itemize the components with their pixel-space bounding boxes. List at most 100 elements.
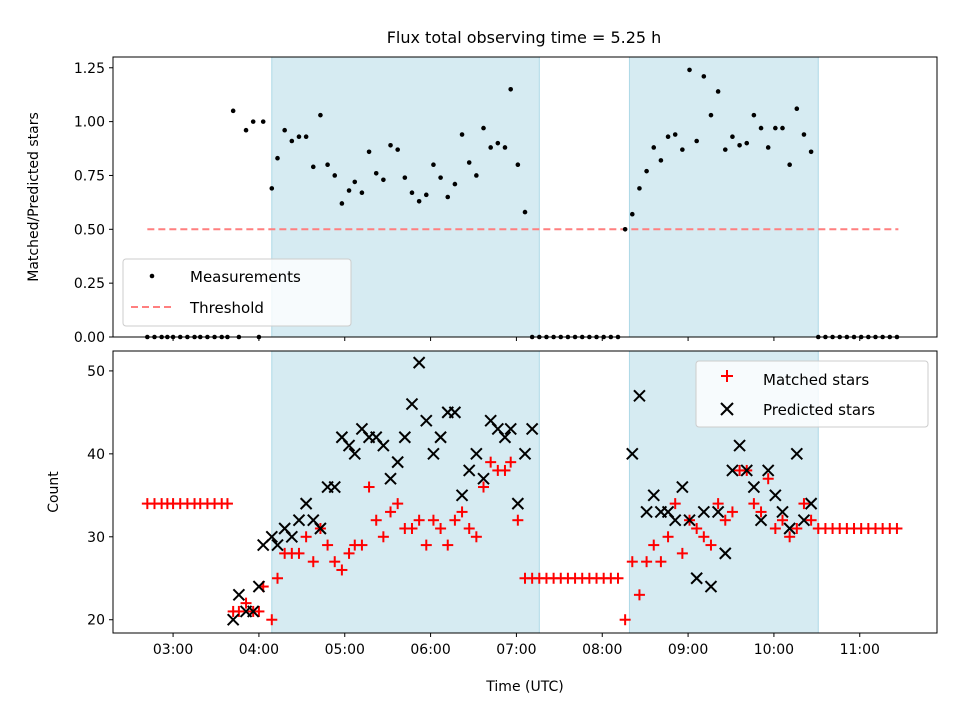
bottom-x-tick-label: 10:00 — [754, 642, 794, 658]
matched-star-point — [662, 531, 674, 543]
measurement-point — [665, 134, 671, 139]
matched-star-point — [791, 522, 803, 534]
matched-star-point — [762, 473, 774, 485]
measurement-point — [522, 209, 528, 215]
matched-star-point — [442, 539, 454, 551]
predicted-star-point — [412, 356, 426, 369]
measurement-point — [658, 158, 664, 163]
matched-star-point — [329, 556, 341, 568]
measurement-point — [452, 181, 458, 187]
matched-star-point — [633, 589, 645, 601]
measurement-point — [352, 179, 358, 185]
predicted-star-point — [504, 422, 517, 436]
measurement-point — [715, 89, 721, 94]
predicted-star-point — [525, 422, 539, 436]
matched-star-point — [691, 522, 703, 534]
matched-star-point — [413, 514, 425, 526]
matched-star-point — [755, 506, 767, 518]
predicted-star-point — [747, 480, 761, 494]
predicted-star-point — [518, 447, 532, 461]
predicted-star-point — [448, 406, 462, 419]
matched-star-point — [612, 572, 624, 584]
bottom-y-tick-label: 50 — [87, 364, 105, 380]
measurement-point — [737, 143, 742, 148]
predicted-star-point — [669, 513, 682, 527]
matched-star-point — [712, 498, 724, 510]
matched-star-point — [676, 547, 688, 559]
predicted-star-point — [776, 505, 789, 519]
measurement-point — [801, 132, 807, 137]
measurement-point — [744, 140, 750, 146]
measurement-point — [765, 145, 771, 150]
matched-star-point — [698, 531, 710, 543]
predicted-star-point — [405, 397, 419, 411]
measurement-point — [366, 149, 372, 155]
measurement-point — [794, 106, 800, 111]
matched-star-point — [777, 514, 788, 526]
matched-star-point — [370, 514, 382, 526]
matched-star-point — [648, 539, 660, 551]
predicted-star-point — [314, 522, 327, 535]
matched-star-point — [485, 456, 497, 468]
measurement-point — [651, 145, 657, 150]
predicted-star-point — [427, 447, 440, 461]
matched-star-point — [307, 556, 319, 568]
predicted-star-point — [647, 489, 660, 502]
measurement-point — [787, 162, 792, 167]
predicted-star-point — [455, 489, 469, 502]
predicted-star-point — [704, 580, 718, 593]
top-y-ticks: 0.00 0.25 0.50 0.75 1.00 1.25 — [74, 61, 113, 346]
measurement-point — [758, 125, 764, 131]
measurement-point — [250, 119, 256, 124]
top-axes-frame — [112, 56, 938, 338]
measurement-point — [680, 147, 685, 152]
measurement-point — [230, 108, 236, 114]
matched-star-point — [427, 514, 439, 526]
predicted-star-point — [477, 472, 490, 485]
measurement-point — [318, 112, 323, 118]
measurement-point — [373, 171, 379, 176]
legend-label-matched: Matched stars — [763, 371, 869, 389]
bottom-x-tick-label: 03:00 — [153, 642, 193, 658]
predicted-star-point — [626, 447, 639, 461]
bottom-legend-box — [695, 360, 929, 428]
bottom-legend: Matched stars Predicted stars — [695, 360, 929, 428]
top-chart-title: Flux total observing time = 5.25 h — [387, 28, 662, 47]
top-y-tick-label: 0.50 — [74, 222, 105, 238]
measurement-point — [282, 127, 287, 133]
predicted-star-point — [391, 455, 404, 469]
matched-star-point — [272, 572, 284, 584]
measurement-point — [459, 132, 465, 137]
matched-star-point — [470, 531, 482, 543]
bottom-shaded-interval — [271, 350, 540, 634]
measurement-point — [481, 125, 486, 131]
matched-star-point — [266, 614, 278, 626]
matched-star-point — [669, 498, 681, 510]
matched-star-point — [385, 506, 397, 518]
bottom-x-tick-label: 07:00 — [496, 642, 536, 658]
measurement-point — [751, 112, 757, 118]
bottom-y-ticks: 20 30 40 50 — [87, 364, 113, 629]
measurement-point — [780, 125, 785, 131]
measurement-point — [808, 149, 814, 155]
predicted-star-point — [498, 431, 512, 444]
matched-star-point — [435, 522, 447, 534]
matched-star-point — [463, 522, 475, 534]
matched-star-point — [512, 514, 524, 526]
measurement-point — [289, 138, 295, 144]
predicted-star-point — [797, 513, 811, 527]
measurement-point — [495, 140, 501, 146]
matched-star-point — [420, 539, 432, 551]
measurement-point — [445, 194, 451, 200]
bottom-x-axis-label: Time (UTC) — [485, 679, 563, 695]
bottom-axes-frame — [112, 350, 938, 634]
matched-star-point — [392, 498, 404, 510]
top-y-axis-label: Matched/Predicted stars — [26, 112, 42, 282]
matched-star-point — [322, 539, 334, 551]
matched-star-point — [456, 506, 468, 518]
legend-label-measurements: Measurements — [190, 268, 301, 286]
measurement-point — [474, 173, 479, 178]
matched-star-point — [336, 564, 348, 576]
